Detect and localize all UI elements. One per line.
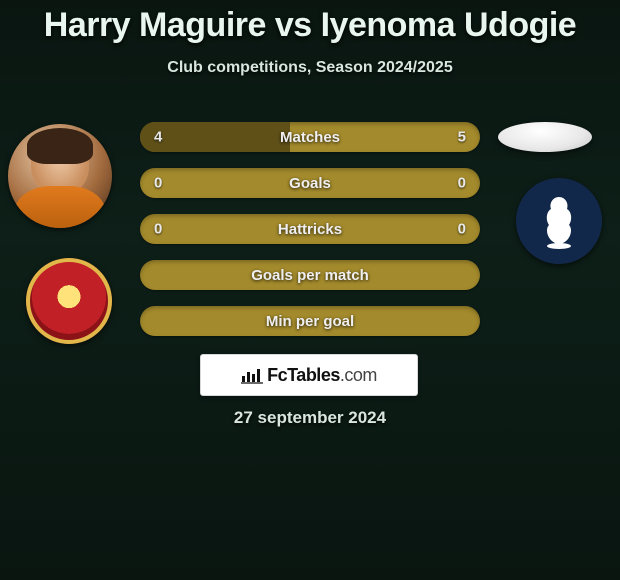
club-logo-right <box>516 178 602 264</box>
stat-label: Matches <box>140 129 480 146</box>
stat-row: Min per goal <box>140 306 480 336</box>
stat-label: Min per goal <box>140 313 480 330</box>
date-label: 27 september 2024 <box>0 408 620 428</box>
stat-row: 0 Goals 0 <box>140 168 480 198</box>
infographic-canvas: Harry Maguire vs Iyenoma Udogie Club com… <box>0 0 620 580</box>
player-right-avatar <box>498 122 592 152</box>
stat-row: 4 Matches 5 <box>140 122 480 152</box>
page-title: Harry Maguire vs Iyenoma Udogie <box>0 0 620 45</box>
stat-label: Goals <box>140 175 480 192</box>
page-subtitle: Club competitions, Season 2024/2025 <box>0 59 620 77</box>
stat-label: Hattricks <box>140 221 480 238</box>
stats-container: 4 Matches 5 0 Goals 0 0 Hattricks 0 Goal… <box>140 122 480 352</box>
player-left-avatar <box>8 124 112 228</box>
bar-chart-icon <box>241 366 263 384</box>
stat-label: Goals per match <box>140 267 480 284</box>
brand-logo: FcTables.com <box>200 354 418 396</box>
stat-row: Goals per match <box>140 260 480 290</box>
stat-row: 0 Hattricks 0 <box>140 214 480 244</box>
brand-text: FcTables.com <box>267 365 377 386</box>
club-logo-left <box>26 258 112 344</box>
cockerel-icon <box>537 191 581 251</box>
player-face-icon <box>8 124 112 228</box>
